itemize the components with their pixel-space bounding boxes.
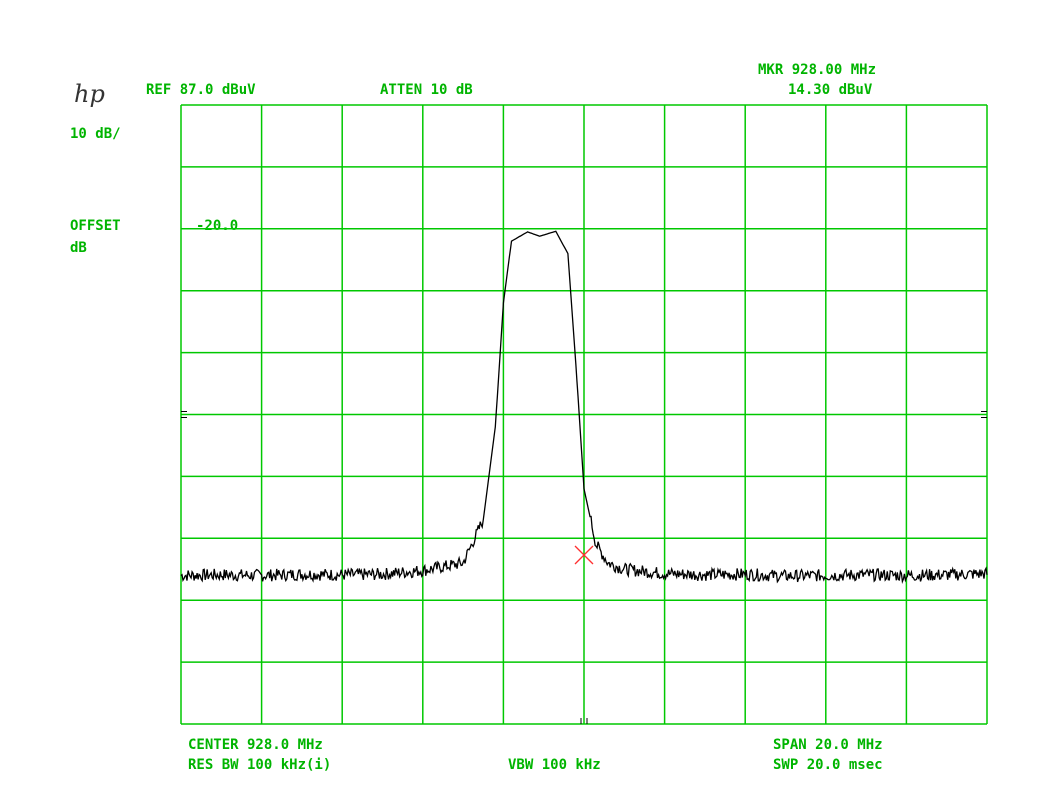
attenuation-label: ATTEN 10 dB [380, 82, 473, 98]
offset-unit-label: dB [70, 240, 87, 256]
spectrum-trace [180, 230, 988, 585]
hp-logo: hp [74, 80, 105, 108]
marker-level-label: 14.30 dBuV [788, 82, 873, 98]
offset-value-label: -20.0 [196, 218, 239, 234]
sweep-time-label: SWP 20.0 msec [773, 757, 883, 773]
marker-frequency-label: MKR 928.00 MHz [758, 62, 877, 78]
resolution-bandwidth-label: RES BW 100 kHz(i) [188, 757, 332, 773]
marker-stroke [574, 545, 594, 565]
offset-label: OFFSET [70, 218, 121, 234]
span-label: SPAN 20.0 MHz [773, 737, 883, 753]
video-bandwidth-label: VBW 100 kHz [508, 757, 601, 773]
center-frequency-label: CENTER 928.0 MHz [188, 737, 323, 753]
marker-x [574, 545, 594, 565]
reference-level-label: REF 87.0 dBuV [146, 82, 256, 98]
graticule-ticks [181, 411, 987, 724]
scale-label: 10 dB/ [70, 126, 121, 142]
graticule-grid [180, 104, 988, 725]
